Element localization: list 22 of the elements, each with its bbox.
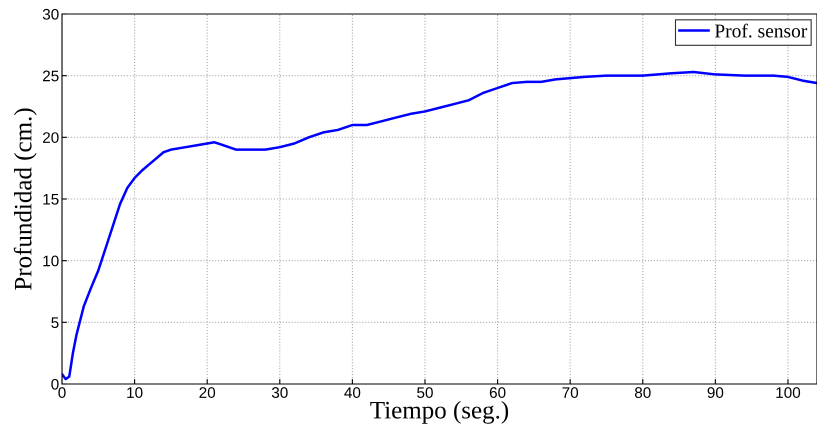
x-tick-label: 40 bbox=[344, 387, 360, 398]
y-axis-title: Profundidad (cm.) bbox=[14, 108, 37, 290]
x-tick-label: 10 bbox=[127, 387, 142, 398]
y-tick-label: 5 bbox=[51, 317, 59, 328]
y-tick-label: 25 bbox=[43, 70, 59, 82]
y-tick-label: 20 bbox=[43, 132, 59, 144]
legend-label: Prof. sensor bbox=[714, 24, 808, 38]
x-tick-label: 100 bbox=[776, 387, 800, 398]
x-tick-label: 30 bbox=[272, 387, 288, 398]
y-tick-label: 10 bbox=[43, 256, 59, 266]
x-tick-label: 90 bbox=[708, 387, 724, 398]
x-tick-label: 50 bbox=[417, 387, 433, 398]
x-tick-label: 20 bbox=[199, 387, 216, 398]
x-tick-label: 0 bbox=[58, 387, 66, 398]
line-series bbox=[62, 70, 817, 380]
x-tick-label: 60 bbox=[490, 387, 506, 398]
x-tick-label: 80 bbox=[634, 387, 651, 398]
x-tick-label: 70 bbox=[562, 387, 578, 398]
y-tick-label: 15 bbox=[43, 194, 59, 205]
x-axis-title: Tiempo (seg.) bbox=[370, 401, 508, 424]
y-tick-label: 0 bbox=[51, 378, 59, 390]
y-tick-label: 30 bbox=[42, 8, 59, 20]
